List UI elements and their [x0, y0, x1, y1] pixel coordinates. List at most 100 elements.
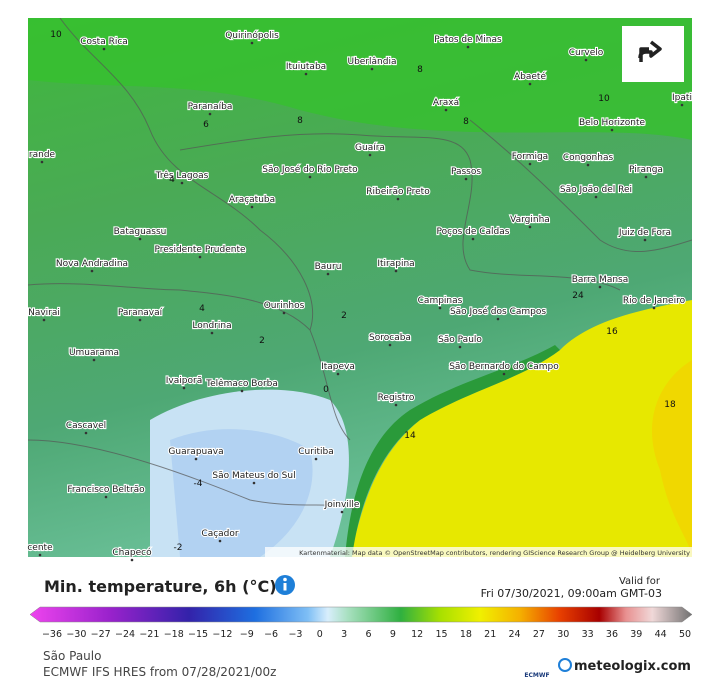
colorbar-tick: 27: [533, 629, 545, 640]
colorbar-tick: −9: [240, 629, 254, 640]
colorbar-tick: 36: [606, 629, 618, 640]
city-label: Abaeté: [514, 71, 546, 82]
city-dot: [104, 495, 108, 499]
city-label: São Paulo: [438, 335, 482, 345]
contour-label: 8: [417, 65, 423, 75]
city-label: Quirinópolis: [225, 30, 279, 41]
city-dot: [250, 41, 254, 45]
city-label: Varginha: [510, 215, 550, 225]
city-label: Poços de Caldas: [437, 227, 510, 237]
city-label: Barra Mansa: [572, 275, 629, 285]
brand-icon: [558, 658, 572, 672]
attribution-bg: [265, 547, 692, 557]
city-dot: [102, 47, 106, 51]
city-dot: [210, 331, 214, 335]
city-dot: [42, 318, 46, 322]
city-dot: [336, 372, 340, 376]
contour-label: 6: [203, 120, 209, 130]
city-dot: [40, 160, 44, 164]
contour-label: 8: [463, 117, 469, 127]
city-label: Guaíra: [355, 143, 385, 153]
city-label: Passos: [451, 167, 481, 177]
info-icon[interactable]: [275, 575, 295, 595]
city-dot: [84, 431, 88, 435]
valid-time: Fri 07/30/2021, 09:00am GMT-03: [481, 587, 662, 600]
city-label: Costa Rica: [80, 37, 128, 47]
attribution: Kartenmaterial: Map data © OpenStreetMap…: [299, 549, 690, 557]
city-label: Ivaiporã: [166, 376, 202, 386]
city-label: Curitiba: [298, 447, 333, 457]
city-dot: [388, 343, 392, 347]
city-dot: [90, 269, 94, 273]
contour-label: 14: [404, 431, 416, 441]
city-label: Campinas: [418, 296, 463, 306]
city-dot: [396, 197, 400, 201]
city-dot: [528, 82, 532, 86]
city-dot: [502, 372, 506, 376]
city-label: Telêmaco Borba: [205, 378, 278, 389]
city-label: Caçador: [201, 529, 238, 539]
city-dot: [464, 177, 468, 181]
city-label: Uberlândia: [348, 57, 397, 67]
contour-label: 2: [259, 336, 265, 346]
city-label: Bataguassu: [114, 227, 167, 237]
city-label: Chapecó: [112, 547, 152, 558]
city-dot: [598, 285, 602, 289]
colorbar-tick: −30: [66, 629, 86, 640]
city-dot: [394, 269, 398, 273]
city-label: Navirai: [28, 308, 60, 318]
city-label: Londrina: [192, 321, 231, 331]
contour-label: -4: [194, 479, 203, 489]
colorbar-tick: 39: [630, 629, 642, 640]
city-label: Registro: [378, 393, 415, 403]
city-label: Umuarama: [69, 348, 119, 358]
city-dot: [680, 103, 684, 107]
city-dot: [130, 558, 134, 562]
city-label: Presidente Prudente: [154, 245, 246, 255]
colorbar-tick: −36: [42, 629, 62, 640]
city-label: Paranavaí: [118, 308, 163, 318]
city-dot: [643, 238, 647, 242]
city-label: Cascavel: [66, 421, 106, 431]
city-dot: [458, 345, 462, 349]
legend-title: Min. temperature, 6h (°C): [44, 577, 277, 596]
city-label: Ribeirão Preto: [366, 187, 430, 197]
colorbar-tick: 6: [365, 629, 371, 640]
contour-label: 24: [572, 291, 584, 301]
city-dot: [240, 389, 244, 393]
city-dot: [308, 175, 312, 179]
city-dot: [92, 358, 96, 362]
contour-label: 16: [606, 327, 618, 337]
city-dot: [444, 108, 448, 112]
colorbar-tick: 0: [317, 629, 323, 640]
city-dot: [304, 72, 308, 76]
city-label: São João del Rei: [560, 185, 632, 195]
city-label: Araçatuba: [229, 195, 275, 205]
city-dot: [282, 311, 286, 315]
city-label: Belo Horizonte: [579, 118, 646, 128]
city-label: Bauru: [315, 262, 342, 272]
model-run: ECMWF IFS HRES from 07/28/2021/00z: [43, 665, 276, 679]
contour-label: 10: [598, 94, 610, 104]
contour-label: 0: [323, 385, 329, 395]
city-dot: [438, 306, 442, 310]
city-dot: [370, 67, 374, 71]
city-dot: [610, 128, 614, 132]
share-button[interactable]: [622, 26, 684, 82]
city-dot: [586, 163, 590, 167]
city-label: Rio de Janeiro: [623, 296, 686, 306]
city-dot: [340, 510, 344, 514]
city-label: Nova Andradina: [56, 259, 128, 269]
contour-label: 2: [341, 311, 347, 321]
location: São Paulo: [43, 649, 101, 663]
city-dot: [368, 153, 372, 157]
city-label: Itirapina: [377, 259, 414, 269]
colorbar-tick: −21: [139, 629, 159, 640]
city-dot: [194, 457, 198, 461]
map: [28, 18, 692, 557]
city-label: São José dos Campos: [450, 306, 546, 317]
contour-label: -2: [174, 543, 183, 553]
city-dot: [138, 318, 142, 322]
city-dot: [584, 58, 588, 62]
